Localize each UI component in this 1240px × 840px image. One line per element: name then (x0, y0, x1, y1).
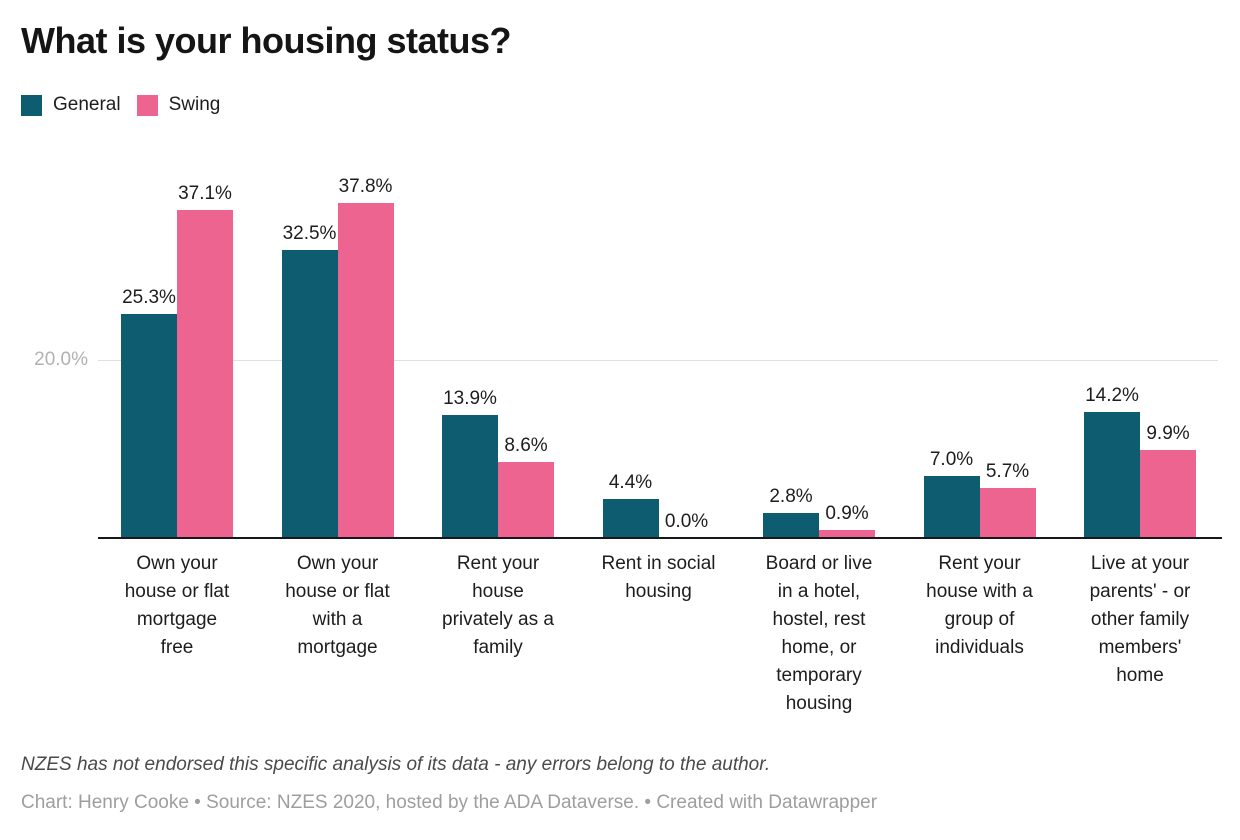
x-category-label: Board or live in a hotel, hostel, rest h… (765, 553, 873, 714)
bar-swing-4 (819, 530, 875, 538)
bar-general-3 (602, 499, 659, 538)
x-category-label: Rent your house privately as a family (442, 553, 554, 658)
bar-swing-5 (979, 487, 1036, 538)
bar-value-label: 14.2% (1085, 385, 1139, 407)
legend: General Swing (21, 94, 220, 116)
legend-label: General (53, 94, 121, 115)
bar-value-label: 0.0% (664, 511, 709, 532)
legend-swatch-swing (136, 94, 158, 116)
bar-general-1 (281, 250, 338, 538)
x-axis-line (98, 537, 1222, 539)
bar-swing-1 (337, 203, 394, 538)
x-category-label: Rent your house with a group of individu… (926, 553, 1033, 658)
bar-value-label: 9.9% (1146, 423, 1190, 445)
bar-value-label: 0.9% (825, 503, 869, 525)
bar-general-0 (121, 314, 177, 538)
bar-value-label: 5.7% (985, 460, 1030, 482)
bar-general-2 (442, 414, 498, 538)
legend-item-general: General (21, 94, 121, 116)
x-category-label: Rent in social housing (601, 553, 716, 602)
x-category-label: Live at your parents' - or other family … (1089, 553, 1191, 686)
y-tick-label: 20.0% (34, 349, 88, 370)
bar-general-5 (923, 476, 980, 538)
bar-value-label: 7.0% (929, 449, 974, 471)
bar-value-label: 37.1% (178, 182, 232, 204)
x-category-label: Own your house or flat with a mortgage (285, 553, 390, 658)
legend-swatch-general (21, 94, 42, 116)
bar-value-label: 2.8% (769, 486, 813, 508)
legend-label: Swing (168, 94, 221, 115)
y-gridline (98, 360, 1218, 361)
bar-general-4 (763, 513, 819, 538)
bar-swing-0 (177, 209, 233, 538)
legend-item-swing: Swing (136, 94, 221, 116)
caption: Chart: Henry Cooke • Source: NZES 2020, … (21, 792, 878, 813)
bar-swing-6 (1140, 450, 1196, 538)
bar-value-label: 8.6% (504, 434, 548, 456)
chart-title: What is your housing status? (21, 20, 512, 61)
bar-value-label: 13.9% (443, 387, 497, 409)
bar-swing-2 (498, 461, 554, 538)
bar-value-label: 37.8% (338, 176, 393, 198)
bar-value-label: 4.4% (608, 472, 653, 494)
footnote: NZES has not endorsed this specific anal… (21, 754, 771, 775)
x-category-label: Own your house or flat mortgage free (124, 553, 230, 658)
bar-general-6 (1084, 412, 1140, 538)
bar-value-label: 25.3% (122, 287, 176, 309)
bar-value-label: 32.5% (282, 223, 337, 245)
